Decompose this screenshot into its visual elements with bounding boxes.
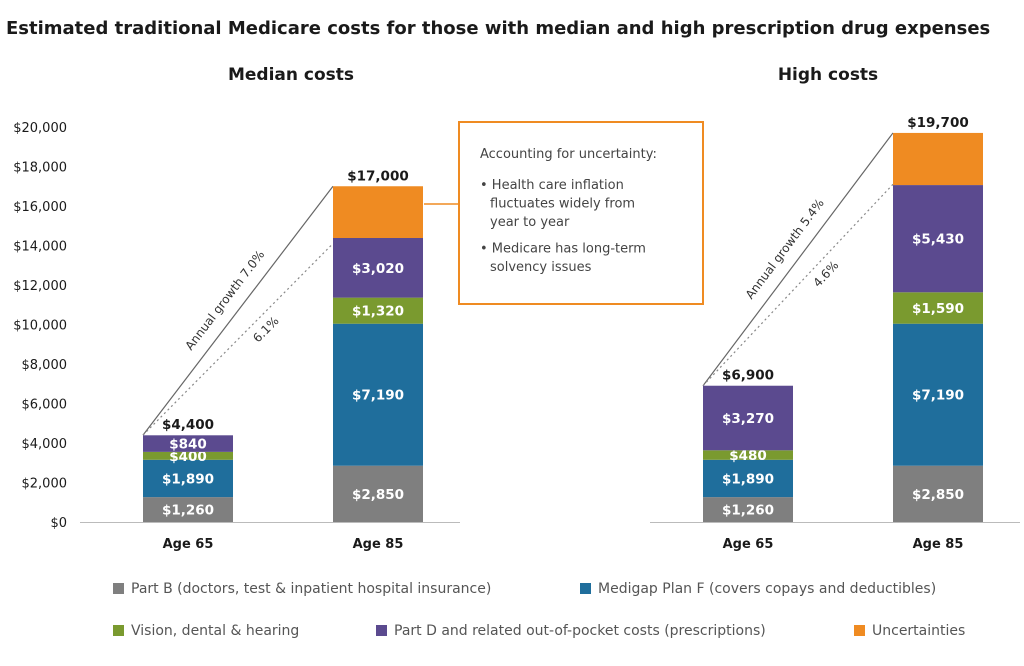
bar-segment-part-b <box>893 465 983 522</box>
bar-segment-part-d <box>143 435 233 452</box>
x-category-label: Age 65 <box>723 537 774 552</box>
segment-label: $1,890 <box>162 471 214 487</box>
bar-segment-vision <box>143 451 233 460</box>
x-category-label: Age 65 <box>163 537 214 552</box>
bar-segment-medigap <box>333 323 423 466</box>
x-category-label: Age 85 <box>913 537 964 552</box>
y-tick-label: $2,000 <box>22 477 68 492</box>
bar-segment-medigap <box>143 459 233 498</box>
legend-label: Part B (doctors, test & inpatient hospit… <box>131 581 491 597</box>
bar-segment-medigap <box>893 323 983 466</box>
segment-label: $1,890 <box>722 471 774 487</box>
note-bullet-line: fluctuates widely from <box>490 197 635 212</box>
note-bullet-line: year to year <box>490 215 570 230</box>
note-bullet-line: • Medicare has long-term <box>480 242 646 257</box>
legend-label: Medigap Plan F (covers copays and deduct… <box>598 581 936 597</box>
legend-label: Part D and related out-of-pocket costs (… <box>394 623 766 639</box>
growth-label-lower: 4.6% <box>810 258 841 290</box>
legend-swatch-part-d <box>376 625 387 636</box>
bar-segment-part-b <box>143 497 233 522</box>
bar-segment-part-d <box>333 237 423 298</box>
segment-label: $2,850 <box>352 487 404 503</box>
legend-swatch-vision <box>113 625 124 636</box>
y-tick-label: $18,000 <box>13 161 67 176</box>
y-tick-label: $8,000 <box>22 358 68 373</box>
bar-segment-vision <box>703 450 793 460</box>
bar-segment-medigap <box>703 459 793 498</box>
growth-line-upper <box>702 132 894 387</box>
y-tick-label: $14,000 <box>13 240 67 255</box>
note-heading: Accounting for uncertainty: <box>480 147 657 162</box>
legend: Part B (doctors, test & inpatient hospit… <box>113 581 965 639</box>
bar-segment-uncertainties <box>333 186 423 238</box>
note-box <box>458 121 704 305</box>
segment-label: $7,190 <box>352 388 404 404</box>
bar-segment-part-d <box>703 385 793 451</box>
bar-total-label: $19,700 <box>907 115 969 131</box>
segment-label: $840 <box>169 437 207 453</box>
segment-label: $1,590 <box>912 301 964 317</box>
y-tick-label: $6,000 <box>22 398 68 413</box>
y-tick-label: $20,000 <box>13 121 67 136</box>
y-tick-label: $4,000 <box>22 437 68 452</box>
bar-segment-part-d <box>893 185 983 293</box>
uncertainty-note: Accounting for uncertainty: • Health care… <box>424 121 704 305</box>
segment-label: $400 <box>169 449 207 465</box>
segment-label: $1,320 <box>352 304 404 320</box>
y-tick-label: $10,000 <box>13 319 67 334</box>
x-category-label: Age 85 <box>353 537 404 552</box>
y-tick-label: $0 <box>50 516 67 531</box>
legend-swatch-part-b <box>113 583 124 594</box>
y-tick-label: $12,000 <box>13 279 67 294</box>
y-tick-label: $16,000 <box>13 200 67 215</box>
chart-title: Estimated traditional Medicare costs for… <box>6 18 990 39</box>
panel-subtitle: Median costs <box>228 65 354 85</box>
segment-label: $2,850 <box>912 487 964 503</box>
segment-label: $3,020 <box>352 261 404 277</box>
bar-segment-vision <box>333 297 423 324</box>
legend-label: Uncertainties <box>872 623 965 639</box>
growth-line-upper <box>142 185 334 436</box>
segment-label: $480 <box>729 448 767 464</box>
segment-label: $5,430 <box>912 232 964 248</box>
bar-segment-uncertainties <box>893 132 983 186</box>
legend-label: Vision, dental & hearing <box>131 623 299 639</box>
legend-swatch-uncertainties <box>854 625 865 636</box>
growth-line-lower <box>702 183 894 387</box>
bar-total-label: $4,400 <box>162 417 214 433</box>
segment-label: $1,260 <box>722 503 774 519</box>
panel-subtitle: High costs <box>778 65 878 85</box>
segment-label: $3,270 <box>722 411 774 427</box>
note-bullet-line: • Health care inflation <box>480 178 624 193</box>
bar-total-label: $6,900 <box>722 368 774 384</box>
growth-label-lower: 6.1% <box>250 314 281 346</box>
legend-swatch-medigap <box>580 583 591 594</box>
growth-label-upper: Annual growth 5.4% <box>743 196 827 302</box>
bar-segment-part-b <box>333 465 423 522</box>
bar-total-label: $17,000 <box>347 168 409 184</box>
note-bullet-line: solvency issues <box>490 260 592 275</box>
bar-segment-part-b <box>703 497 793 522</box>
segment-label: $7,190 <box>912 388 964 404</box>
bar-segment-vision <box>893 292 983 324</box>
segment-label: $1,260 <box>162 503 214 519</box>
